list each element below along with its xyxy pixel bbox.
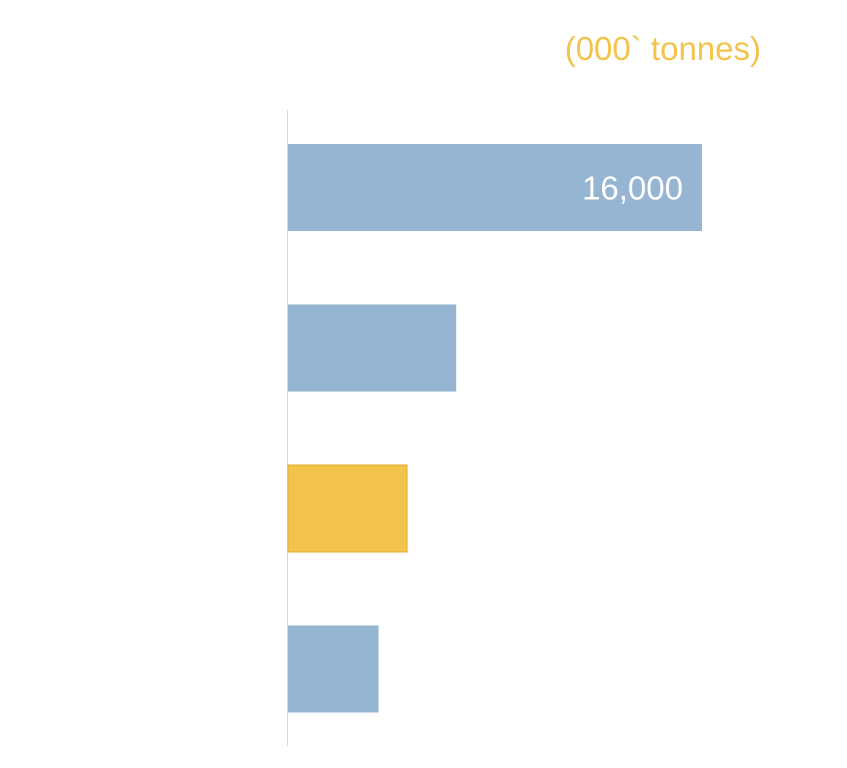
bar-1	[288, 144, 702, 231]
bar-2	[288, 304, 457, 392]
bars-group	[287, 144, 702, 713]
unit-label: (000` tonnes)	[564, 30, 761, 67]
bar-3	[287, 464, 408, 553]
bar-4	[288, 625, 379, 713]
data-labels-group: 16,000	[582, 170, 683, 207]
bar-1-value-label: 16,000	[582, 170, 683, 207]
